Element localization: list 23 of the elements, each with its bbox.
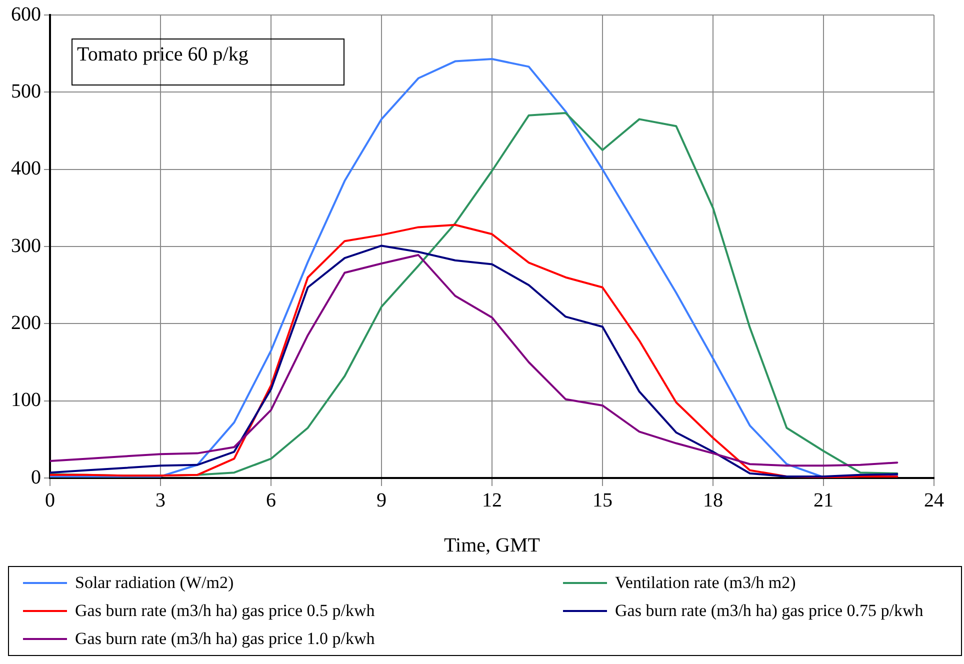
legend-label: Gas burn rate (m3/h ha) gas price 0.75 p/kwh <box>615 601 924 621</box>
legend-label: Gas burn rate (m3/h ha) gas price 1.0 p/kwh <box>75 629 375 649</box>
y-tick-label: 100 <box>11 389 41 412</box>
y-tick-label: 500 <box>11 80 41 102</box>
x-tick-label: 12 <box>482 489 502 512</box>
y-tick-label: 0 <box>31 466 41 488</box>
x-tick-label: 24 <box>924 489 944 512</box>
x-tick-label: 6 <box>266 489 276 512</box>
x-tick-label: 3 <box>156 489 166 512</box>
x-axis-title: Time, GMT <box>444 534 540 556</box>
x-tick-label: 21 <box>814 489 834 512</box>
legend-label: Ventilation rate (m3/h m2) <box>615 573 796 593</box>
legend-label: Solar radiation (W/m2) <box>75 573 234 593</box>
x-tick-label: 18 <box>703 489 723 512</box>
x-tick-label: 15 <box>592 489 612 512</box>
y-tick-label: 300 <box>11 234 41 257</box>
x-tick-label: 0 <box>45 489 55 512</box>
annotation: Tomato price 60 p/kg <box>77 43 248 66</box>
y-tick-label: 600 <box>11 3 41 26</box>
y-tick-label: 400 <box>11 158 41 180</box>
legend-label: Gas burn rate (m3/h ha) gas price 0.5 p/kwh <box>75 601 375 621</box>
y-tick-label: 200 <box>11 312 41 334</box>
x-tick-label: 9 <box>376 489 386 512</box>
